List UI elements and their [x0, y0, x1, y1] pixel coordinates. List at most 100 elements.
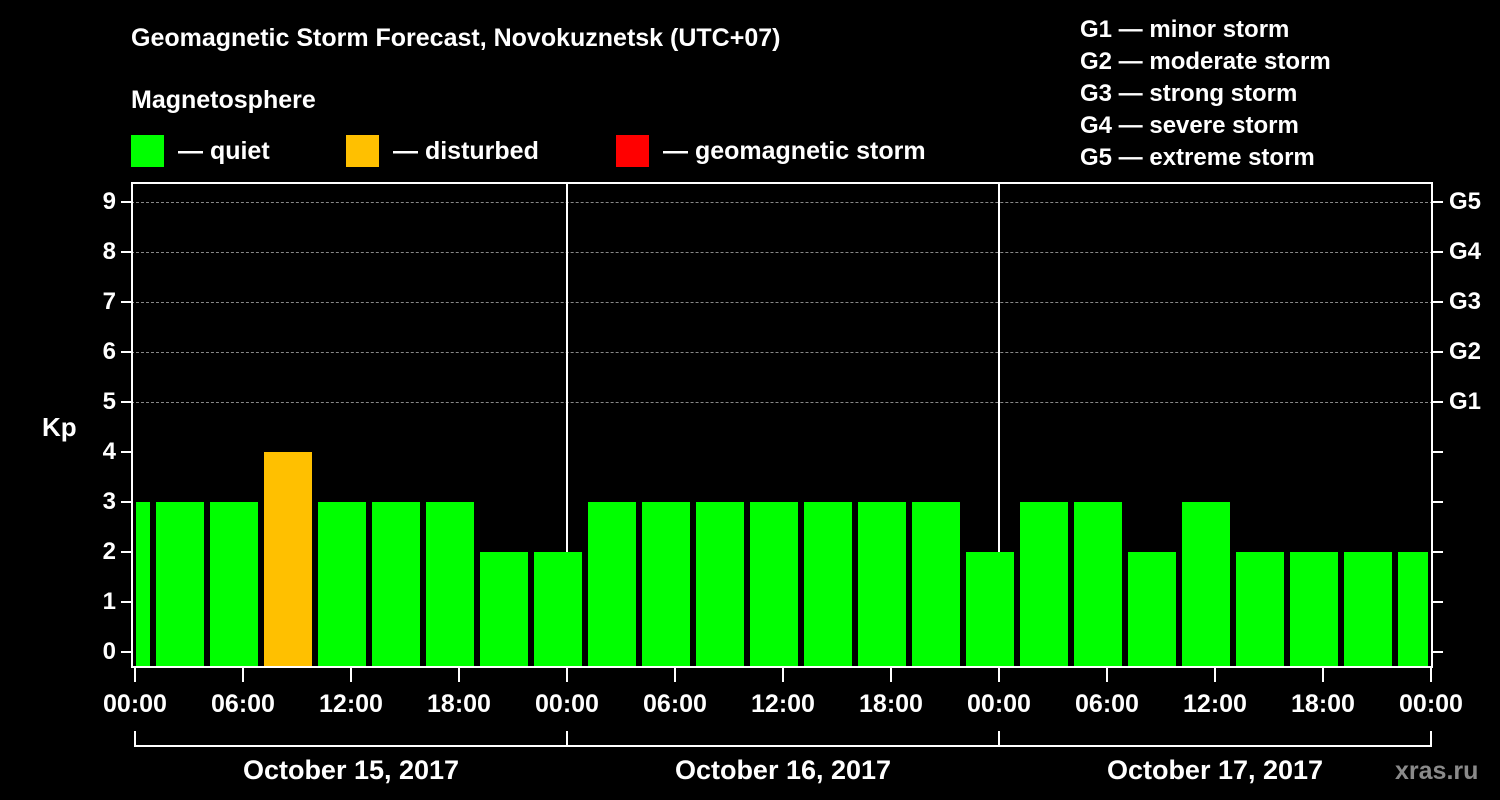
- x-tick-label: 06:00: [211, 690, 275, 718]
- x-tick: [1106, 668, 1108, 682]
- x-tick: [1322, 668, 1324, 682]
- y-tick: [121, 451, 131, 453]
- y-tick: [121, 351, 131, 353]
- gridline: [131, 302, 1433, 303]
- y-tick-label: 3: [102, 488, 116, 515]
- kp-bar: [426, 502, 474, 667]
- y-tick: [121, 601, 131, 603]
- date-bracket-tick: [134, 731, 136, 747]
- g-level-label: G3: [1449, 288, 1482, 315]
- legend-quiet-label: — quiet: [178, 136, 270, 165]
- kp-bar: [966, 552, 1014, 667]
- x-tick: [458, 668, 460, 682]
- date-label: October 17, 2017: [1106, 755, 1324, 785]
- x-tick-label: 00:00: [103, 690, 167, 718]
- storm-swatch-icon: [616, 135, 649, 167]
- y-tick-right: [1433, 401, 1443, 403]
- disturbed-swatch-icon: [346, 135, 379, 167]
- x-tick-label: 00:00: [1399, 690, 1463, 718]
- x-tick: [998, 668, 1000, 682]
- kp-bar: [480, 552, 528, 667]
- x-tick: [782, 668, 784, 682]
- y-tick-right: [1433, 601, 1443, 603]
- y-tick-right: [1433, 551, 1443, 553]
- y-tick-label: 8: [102, 238, 116, 265]
- x-tick: [1214, 668, 1216, 682]
- y-tick-right: [1433, 451, 1443, 453]
- storm-scale-g4: G4 — severe storm: [1080, 112, 1299, 139]
- kp-bar: [1128, 552, 1176, 667]
- y-tick-label: 1: [102, 588, 116, 615]
- y-tick-label: 9: [102, 188, 116, 215]
- y-tick-right: [1433, 301, 1443, 303]
- date-label: October 16, 2017: [674, 755, 892, 785]
- gridline: [131, 252, 1433, 253]
- x-tick-label: 18:00: [1291, 690, 1355, 718]
- kp-bar: [804, 502, 852, 667]
- y-tick-label: 2: [102, 538, 116, 565]
- g-level-label: G5: [1449, 188, 1482, 215]
- x-tick-label: 18:00: [859, 690, 923, 718]
- x-tick: [134, 668, 136, 682]
- legend-quiet: — quiet: [131, 134, 270, 168]
- y-tick: [121, 651, 131, 653]
- kp-bar: [1074, 502, 1122, 667]
- g-level-label: G1: [1449, 388, 1482, 415]
- date-label: October 15, 2017: [242, 755, 460, 785]
- y-tick-right: [1433, 651, 1443, 653]
- day-divider: [998, 182, 1000, 668]
- y-tick-right: [1433, 501, 1443, 503]
- kp-bar: [858, 502, 906, 667]
- x-tick-label: 00:00: [535, 690, 599, 718]
- x-tick-label: 00:00: [967, 690, 1031, 718]
- kp-bar: [750, 502, 798, 667]
- quiet-swatch-icon: [131, 135, 164, 167]
- kp-bar: [588, 502, 636, 667]
- kp-bar: [372, 502, 420, 667]
- x-tick-label: 12:00: [319, 690, 383, 718]
- kp-bar: [1020, 502, 1068, 667]
- legend-storm: — geomagnetic storm: [616, 134, 926, 168]
- date-bracket-tick: [566, 731, 568, 747]
- x-tick: [242, 668, 244, 682]
- legend-disturbed-label: — disturbed: [393, 136, 539, 165]
- legend-storm-label: — geomagnetic storm: [663, 136, 926, 165]
- g-level-label: G4: [1449, 238, 1482, 265]
- x-tick-label: 06:00: [643, 690, 707, 718]
- y-axis-label: Kp: [42, 412, 77, 442]
- kp-bar: [696, 502, 744, 667]
- y-tick-right: [1433, 251, 1443, 253]
- kp-bar: [136, 502, 150, 667]
- kp-bar: [1398, 552, 1428, 667]
- kp-bar: [1344, 552, 1392, 667]
- storm-scale-g2: G2 — moderate storm: [1080, 48, 1331, 75]
- y-tick-label: 4: [102, 438, 116, 465]
- kp-bar: [1182, 502, 1230, 667]
- y-tick: [121, 501, 131, 503]
- chart-subtitle: Magnetosphere: [131, 86, 316, 114]
- gridline: [131, 352, 1433, 353]
- x-tick: [674, 668, 676, 682]
- kp-bar: [642, 502, 690, 667]
- storm-scale-g5: G5 — extreme storm: [1080, 144, 1315, 171]
- y-tick: [121, 551, 131, 553]
- storm-scale-list: G1 — minor storm G2 — moderate storm G3 …: [1080, 14, 1331, 174]
- kp-bar: [156, 502, 204, 667]
- kp-bar: [1236, 552, 1284, 667]
- kp-bar: [210, 502, 258, 667]
- x-tick: [566, 668, 568, 682]
- y-tick-right: [1433, 201, 1443, 203]
- y-tick: [121, 301, 131, 303]
- date-bracket-tick: [998, 731, 1000, 747]
- kp-bar: [534, 552, 582, 667]
- y-tick: [121, 201, 131, 203]
- gridline: [131, 402, 1433, 403]
- x-tick-label: 18:00: [427, 690, 491, 718]
- kp-bar: [1290, 552, 1338, 667]
- kp-bar: [318, 502, 366, 667]
- x-tick: [350, 668, 352, 682]
- day-divider: [566, 182, 568, 668]
- y-tick-label: 5: [102, 388, 116, 415]
- date-bracket: [134, 745, 1432, 747]
- date-bracket-tick: [1430, 731, 1432, 747]
